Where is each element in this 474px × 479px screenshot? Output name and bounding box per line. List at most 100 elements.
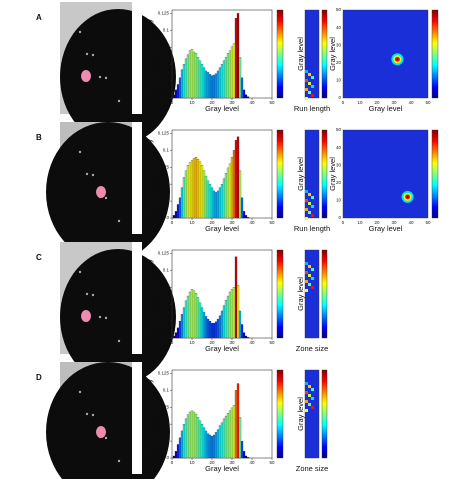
bar bbox=[184, 170, 188, 219]
matrix-cell bbox=[305, 199, 308, 202]
bar bbox=[176, 84, 180, 99]
x-tick-label: 30 bbox=[229, 220, 235, 225]
bar bbox=[220, 184, 224, 219]
y-tick-label: 0.05 bbox=[160, 301, 169, 306]
panel-label: D bbox=[36, 373, 42, 382]
y-tick-label: 0.025 bbox=[158, 438, 170, 443]
glcm-x-tick-label: 10 bbox=[357, 220, 363, 225]
x-tick-label: 0 bbox=[171, 340, 174, 345]
vessel bbox=[78, 390, 82, 394]
bar bbox=[218, 425, 222, 459]
glcm-x-tick-label: 40 bbox=[408, 100, 414, 105]
matrix-y-label: Gray level bbox=[296, 277, 305, 311]
bar bbox=[184, 58, 188, 99]
y-tick-label: 0.025 bbox=[158, 78, 170, 83]
y-tick-label: 0.125 bbox=[158, 11, 170, 16]
bar bbox=[246, 337, 250, 339]
matrix bbox=[304, 129, 320, 219]
bar bbox=[234, 140, 238, 219]
x-tick-label: 20 bbox=[209, 100, 215, 105]
matrix-cell bbox=[308, 394, 311, 397]
bar bbox=[174, 89, 178, 99]
y-tick-label: 0.1 bbox=[163, 387, 170, 392]
bar bbox=[200, 307, 204, 339]
bar bbox=[200, 424, 204, 459]
bar bbox=[246, 457, 250, 459]
bar bbox=[240, 324, 244, 339]
bar bbox=[186, 165, 190, 219]
bar bbox=[178, 437, 182, 459]
bar bbox=[176, 327, 180, 339]
bar bbox=[194, 413, 198, 459]
matrix-y-label: Gray level bbox=[296, 157, 305, 191]
x-tick-label: 30 bbox=[229, 340, 235, 345]
vessel bbox=[104, 196, 108, 200]
y-tick-label: 0.1 bbox=[163, 147, 170, 152]
bar bbox=[216, 70, 220, 99]
matrix-cell bbox=[305, 289, 308, 292]
bar bbox=[222, 60, 226, 99]
matrix-cell bbox=[311, 277, 314, 280]
x-tick-label: 40 bbox=[249, 220, 255, 225]
matrix-cell bbox=[305, 208, 308, 211]
bar bbox=[202, 67, 206, 99]
matrix-cell bbox=[305, 88, 308, 91]
bar bbox=[238, 170, 242, 219]
bar bbox=[190, 289, 194, 339]
bar bbox=[196, 57, 200, 99]
matrix-cell bbox=[305, 79, 308, 82]
y-axis-label: Gray level probability bbox=[145, 139, 154, 209]
x-tick-label: 10 bbox=[189, 220, 195, 225]
matrix-cell bbox=[311, 196, 314, 199]
vessel bbox=[78, 150, 82, 154]
bar bbox=[232, 43, 236, 99]
vessel bbox=[98, 315, 102, 319]
x-axis-label: Gray level bbox=[205, 344, 239, 353]
bar bbox=[222, 178, 226, 219]
vessel bbox=[91, 173, 95, 177]
x-tick-label: 50 bbox=[269, 220, 275, 225]
glcm-x-tick-label: 30 bbox=[391, 220, 397, 225]
y-tick-label: 0.1 bbox=[163, 267, 170, 272]
x-tick-label: 10 bbox=[189, 100, 195, 105]
bar bbox=[220, 64, 224, 99]
vessel bbox=[91, 293, 95, 297]
nodule bbox=[96, 426, 106, 438]
x-tick-label: 0 bbox=[171, 460, 174, 465]
matrix-cell bbox=[311, 214, 314, 217]
bar bbox=[212, 74, 216, 99]
bar bbox=[194, 53, 198, 99]
glcm-x-tick-label: 20 bbox=[374, 220, 380, 225]
bar bbox=[172, 94, 176, 99]
matrix-cell bbox=[305, 400, 308, 403]
ct-clip bbox=[132, 242, 142, 354]
matrix-cell bbox=[305, 70, 308, 73]
glcm-spot bbox=[406, 195, 409, 199]
bar bbox=[206, 433, 210, 459]
vessel bbox=[104, 76, 108, 80]
x-tick-label: 10 bbox=[189, 460, 195, 465]
glcm-spot bbox=[396, 58, 399, 61]
bar bbox=[212, 322, 216, 339]
bar bbox=[200, 64, 204, 99]
bar bbox=[172, 455, 176, 459]
matrix-cell bbox=[311, 76, 314, 79]
y-tick-label: 0.125 bbox=[158, 251, 170, 256]
vessel bbox=[91, 413, 95, 417]
glcm bbox=[342, 129, 429, 219]
bar bbox=[172, 215, 176, 219]
panel-label: A bbox=[36, 13, 42, 22]
bar bbox=[188, 162, 192, 219]
x-tick-label: 50 bbox=[269, 340, 275, 345]
bar bbox=[224, 57, 228, 99]
matrix-cell bbox=[308, 385, 311, 388]
vessel bbox=[78, 270, 82, 274]
panel-label: C bbox=[36, 253, 42, 262]
matrix-cell bbox=[311, 286, 314, 289]
glcm-x-label: Gray level bbox=[369, 104, 403, 113]
matrix-cell bbox=[305, 262, 308, 265]
bar bbox=[196, 417, 200, 459]
bar bbox=[216, 190, 220, 219]
bar bbox=[226, 413, 230, 459]
